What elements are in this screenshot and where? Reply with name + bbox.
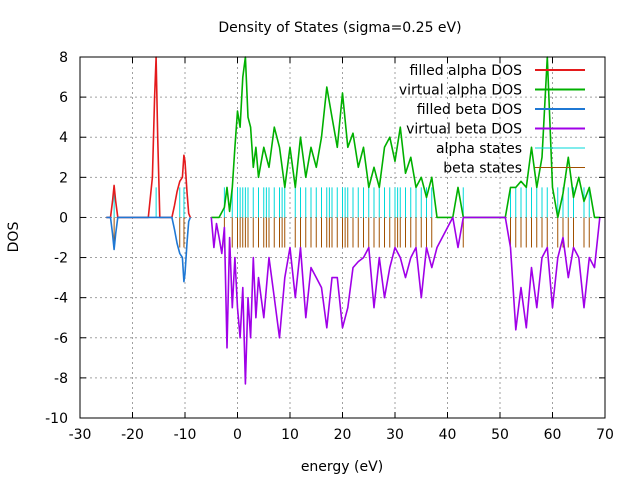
y-tick-label: 4 bbox=[59, 130, 68, 146]
y-tick-label: -8 bbox=[54, 371, 68, 387]
x-tick-label: 50 bbox=[491, 427, 509, 443]
y-tick-label: -6 bbox=[54, 331, 68, 347]
x-tick-label: 60 bbox=[544, 427, 562, 443]
y-tick-label: -2 bbox=[54, 251, 68, 267]
y-tick-label: 6 bbox=[59, 90, 68, 106]
legend-label: virtual alpha DOS bbox=[399, 83, 522, 99]
series-line-1 bbox=[106, 56, 192, 219]
legend-label: filled beta DOS bbox=[417, 102, 522, 118]
legend-label: virtual beta DOS bbox=[406, 122, 522, 138]
x-tick-label: -30 bbox=[69, 427, 92, 443]
series-line-2 bbox=[211, 56, 600, 219]
x-tick-label: -10 bbox=[174, 427, 197, 443]
y-tick-label: -10 bbox=[45, 411, 68, 427]
x-tick-label: 10 bbox=[281, 427, 299, 443]
x-tick-label: 70 bbox=[596, 427, 614, 443]
y-tick-label: 8 bbox=[59, 50, 68, 66]
dos-series bbox=[106, 56, 601, 385]
legend-label: beta states bbox=[443, 161, 522, 177]
x-axis-label: energy (eV) bbox=[301, 459, 383, 475]
x-tick-label: -20 bbox=[121, 427, 144, 443]
y-tick-label: 2 bbox=[59, 170, 68, 186]
legend: filled alpha DOS virtual alpha DOS filled … bbox=[399, 63, 585, 177]
x-tick-label: 0 bbox=[233, 427, 242, 443]
x-tick-label: 30 bbox=[386, 427, 404, 443]
series-line-3 bbox=[106, 216, 192, 283]
y-tick-label: 0 bbox=[59, 210, 68, 226]
legend-label: filled alpha DOS bbox=[410, 63, 523, 79]
chart-title: Density of States (sigma=0.25 eV) bbox=[218, 20, 461, 36]
plot-frame bbox=[79, 56, 606, 419]
series-line-4 bbox=[210, 216, 601, 385]
legend-label: alpha states bbox=[436, 141, 522, 157]
x-tick-label: 20 bbox=[334, 427, 352, 443]
y-tick-label: -4 bbox=[54, 291, 68, 307]
state-sticks bbox=[113, 187, 590, 248]
x-tick-label: 40 bbox=[439, 427, 457, 443]
y-axis-label: DOS bbox=[6, 222, 22, 253]
